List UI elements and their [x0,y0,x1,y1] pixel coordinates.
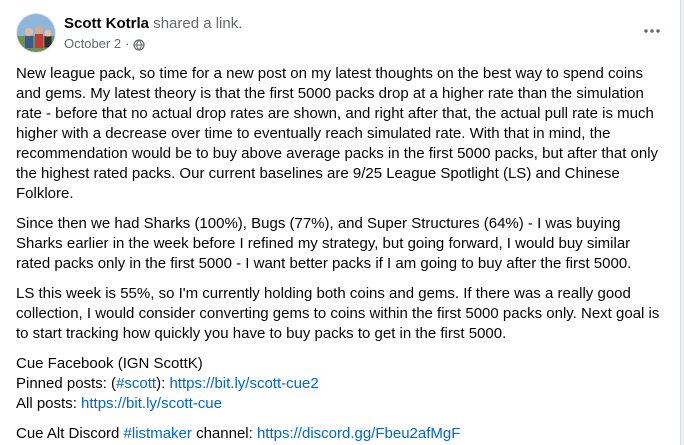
author-action: shared a link. [153,15,243,32]
all-posts-link[interactable]: https://bit.ly/scott-cue [81,395,222,412]
author-name[interactable]: Scott Kotrla [64,15,150,32]
pinned-prefix: Pinned posts: ( [16,375,117,392]
post-meta: October 2 · [64,35,146,53]
post-header: Scott Kotrla shared a link. October 2 · [16,13,666,57]
avatar[interactable] [16,13,56,53]
pinned-posts-link[interactable]: https://bit.ly/scott-cue2 [169,375,319,392]
cue-facebook-line: Cue Facebook (IGN ScottK) [16,355,203,372]
hashtag-listmaker-link[interactable]: #listmaker [123,425,192,442]
pinned-posts-line: Pinned posts: (#scott): https://bit.ly/s… [16,374,662,394]
pinned-mid: ): [156,375,170,392]
post-date[interactable]: October 2 [64,36,122,51]
discord-prefix: Cue Alt Discord [16,425,124,442]
globe-icon [133,38,146,51]
discord-line: Cue Alt Discord #listmaker channel: http… [16,424,662,444]
post-body: New league pack, so time for a new post … [16,64,662,444]
more-options-button[interactable] [640,19,664,43]
more-horizontal-icon [644,29,660,33]
author-line: Scott Kotrla shared a link. [64,14,242,34]
avatar-photo [17,14,55,52]
discord-link[interactable]: https://discord.gg/Fbeu2afMgF [256,425,461,442]
post-paragraph-1: New league pack, so time for a new post … [16,65,659,202]
hashtag-scott-link[interactable]: #scott [116,375,157,392]
all-posts-line: All posts: https://bit.ly/scott-cue [16,394,662,414]
post-paragraph-3: LS this week is 55%, so I'm currently ho… [16,285,660,342]
links-block: Cue Facebook (IGN ScottK) Pinned posts: … [16,354,662,414]
discord-mid: channel: [191,425,257,442]
post-paragraph-2: Since then we had Sharks (100%), Bugs (7… [16,215,632,272]
meta-separator: · [125,36,130,51]
all-prefix: All posts: [16,395,82,412]
